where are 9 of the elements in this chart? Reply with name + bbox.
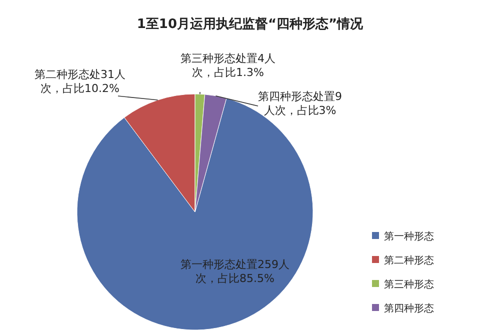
legend-label: 第四种形态: [384, 302, 434, 314]
data-label: 第一种形态处置259人次，占比85.5%: [180, 258, 290, 285]
data-label: 第四种形态处置9人次，占比3%: [258, 90, 342, 117]
legend-label: 第一种形态: [384, 230, 434, 242]
data-label: 第三种形态处置4人次，占比1.3%: [180, 52, 276, 79]
data-label: 第二种形态处31人次，占比10.2%: [34, 68, 126, 95]
chart-title: 1至10月运用执纪监督“四种形态”情况: [136, 16, 364, 32]
legend-label: 第二种形态: [384, 254, 434, 266]
legend-label: 第三种形态: [384, 278, 434, 290]
